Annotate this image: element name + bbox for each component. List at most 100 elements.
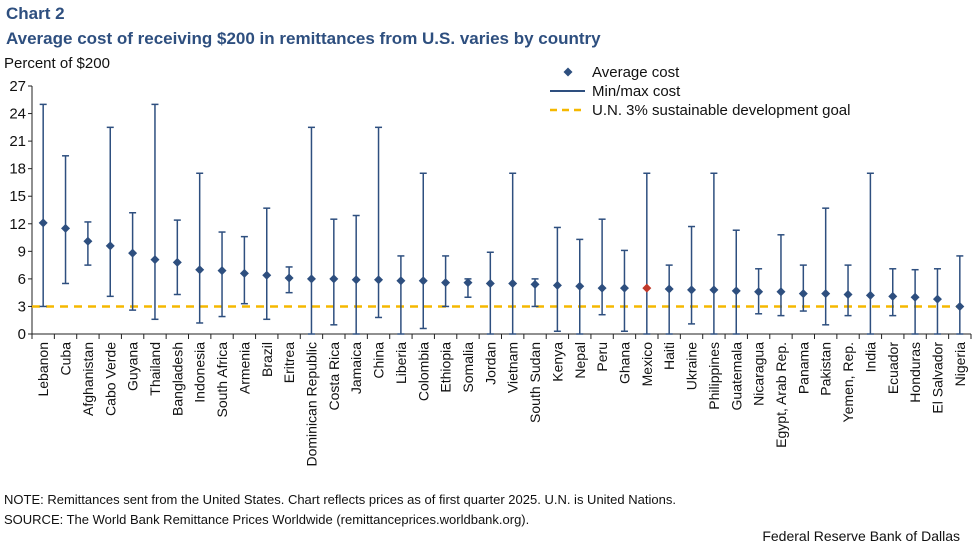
average-point xyxy=(508,278,518,288)
x-tick-label: Bangladesh xyxy=(169,342,185,416)
x-tick-label: Armenia xyxy=(236,342,252,394)
average-point xyxy=(441,278,451,288)
average-point xyxy=(709,285,719,295)
average-point xyxy=(61,223,71,233)
x-tick-label: Haiti xyxy=(661,342,677,370)
average-point xyxy=(597,283,607,293)
y-tick-label: 6 xyxy=(18,271,26,288)
y-axis-label: Percent of $200 xyxy=(4,55,110,72)
x-tick-label: Ghana xyxy=(616,342,632,384)
chart-note: NOTE: Remittances sent from the United S… xyxy=(4,492,676,507)
average-point xyxy=(530,279,540,289)
y-tick-label: 24 xyxy=(9,106,26,123)
x-tick-label: Costa Rica xyxy=(326,342,342,411)
x-tick-label: Lebanon xyxy=(35,342,51,397)
average-point xyxy=(843,290,853,300)
average-point xyxy=(329,274,339,284)
legend-goal: U.N. 3% sustainable development goal xyxy=(592,102,851,119)
average-point xyxy=(262,270,272,280)
x-tick-label: Cabo Verde xyxy=(102,342,118,416)
y-tick-label: 27 xyxy=(9,78,26,95)
average-point xyxy=(619,283,629,293)
x-tick-label: Nepal xyxy=(572,342,588,379)
x-tick-label: Mexico xyxy=(639,342,655,387)
legend-minmax: Min/max cost xyxy=(592,83,681,100)
x-tick-label: South Africa xyxy=(214,342,230,418)
average-point xyxy=(754,287,764,297)
average-point xyxy=(195,265,205,275)
x-tick-label: Somalia xyxy=(460,342,476,393)
average-point xyxy=(932,294,942,304)
average-point xyxy=(798,289,808,299)
x-tick-label: Liberia xyxy=(393,342,409,384)
x-tick-label: Egypt, Arab Rep. xyxy=(773,342,789,448)
y-tick-label: 3 xyxy=(18,298,26,315)
x-tick-label: India xyxy=(862,342,878,373)
x-tick-label: Philippines xyxy=(706,342,722,410)
average-point xyxy=(821,289,831,299)
average-point xyxy=(463,278,473,288)
x-tick-label: Pakistan xyxy=(818,342,834,396)
x-tick-label: Honduras xyxy=(907,342,923,403)
average-point xyxy=(731,286,741,296)
x-tick-label: Guatemala xyxy=(728,342,744,411)
average-point xyxy=(351,275,361,285)
average-point xyxy=(38,218,48,228)
average-point xyxy=(396,276,406,286)
x-tick-label: Panama xyxy=(795,342,811,394)
average-point xyxy=(776,287,786,297)
y-tick-label: 0 xyxy=(18,326,26,343)
average-point xyxy=(150,255,160,265)
x-tick-label: Ukraine xyxy=(684,342,700,390)
average-point xyxy=(217,266,227,276)
x-tick-label: Jordan xyxy=(482,342,498,385)
average-point xyxy=(374,275,384,285)
average-point xyxy=(575,281,585,291)
x-tick-label: El Salvador xyxy=(929,342,945,414)
average-point xyxy=(105,241,115,251)
x-tick-label: Indonesia xyxy=(192,342,208,403)
average-point xyxy=(485,278,495,288)
chart-title: Average cost of receiving $200 in remitt… xyxy=(6,29,601,48)
average-point xyxy=(239,268,249,278)
x-tick-label: Thailand xyxy=(147,342,163,396)
average-point xyxy=(865,290,875,300)
x-tick-label: Ecuador xyxy=(885,342,901,394)
legend-average: Average cost xyxy=(592,64,680,81)
average-point xyxy=(172,257,182,267)
x-tick-label: Ethiopia xyxy=(438,342,454,393)
x-tick-label: Vietnam xyxy=(505,342,521,393)
chart-label: Chart 2 xyxy=(6,4,65,23)
x-tick-label: Nigeria xyxy=(952,342,968,387)
average-point xyxy=(687,285,697,295)
x-tick-label: Colombia xyxy=(415,342,431,401)
average-point xyxy=(664,284,674,294)
average-point xyxy=(642,283,652,293)
x-tick-label: South Sudan xyxy=(527,342,543,423)
x-tick-label: Eritrea xyxy=(281,342,297,383)
average-point xyxy=(955,301,965,311)
x-tick-label: China xyxy=(371,342,387,379)
average-point xyxy=(128,248,138,258)
average-point xyxy=(552,280,562,290)
x-tick-label: Brazil xyxy=(259,342,275,377)
legend-diamond-icon xyxy=(563,67,573,77)
x-tick-label: Yemen, Rep. xyxy=(840,342,856,422)
y-tick-label: 18 xyxy=(9,161,26,178)
average-point xyxy=(306,274,316,284)
x-tick-label: Jamaica xyxy=(348,342,364,394)
chart-source: SOURCE: The World Bank Remittance Prices… xyxy=(4,512,530,527)
x-tick-label: Peru xyxy=(594,342,610,372)
x-tick-label: Afghanistan xyxy=(80,342,96,416)
y-tick-label: 12 xyxy=(9,216,26,233)
y-tick-label: 15 xyxy=(9,188,26,205)
x-tick-label: Kenya xyxy=(549,342,565,382)
credit: Federal Reserve Bank of Dallas xyxy=(762,528,960,544)
x-tick-label: Cuba xyxy=(58,342,74,376)
average-point xyxy=(418,276,428,286)
average-point xyxy=(83,236,93,246)
average-point xyxy=(910,292,920,302)
x-tick-label: Nicaragua xyxy=(751,342,767,406)
